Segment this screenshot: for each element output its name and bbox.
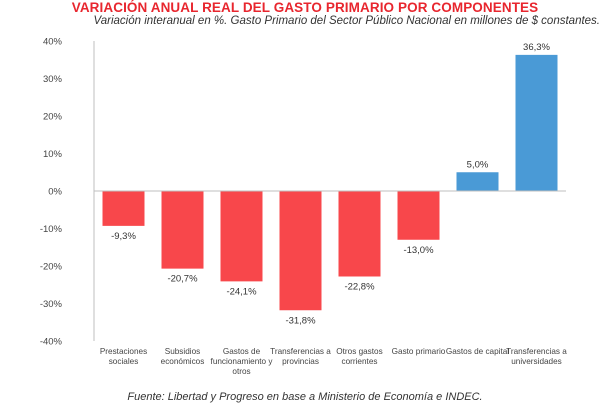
x-tick-label: Gastos de funcionamiento y otros (211, 347, 274, 376)
y-tick-label: -40% (40, 337, 63, 348)
data-label: -31,8% (285, 315, 316, 326)
bar (456, 172, 499, 191)
x-tick-label: Transferencias a provincias (270, 347, 331, 366)
y-tick-label: -20% (40, 262, 63, 273)
x-tick-label: Subsidios económicos (161, 347, 205, 366)
x-tick-label: Otros gastos corrientes (336, 347, 382, 366)
data-label: -9,3% (111, 231, 136, 242)
x-tick-label: Prestaciones sociales (100, 347, 147, 366)
bar (102, 191, 145, 226)
bar (161, 191, 204, 269)
y-tick-label: 0% (48, 187, 62, 198)
y-tick-label: 40% (43, 37, 63, 48)
data-label: -24,1% (226, 286, 257, 297)
bar (279, 191, 322, 311)
x-tick-label: Gasto primario (392, 347, 446, 356)
y-tick-label: -30% (40, 299, 63, 310)
data-label: -13,0% (403, 245, 434, 256)
bar (397, 191, 440, 240)
data-label: -22,8% (344, 282, 375, 293)
source-note: Fuente: Libertad y Progreso en base a Mi… (127, 391, 483, 403)
chart-subtitle: Variación interanual en %. Gasto Primari… (93, 15, 600, 27)
bar (220, 191, 263, 282)
y-tick-label: 30% (43, 74, 63, 85)
y-tick-label: -10% (40, 224, 63, 235)
x-tick-label: Gastos de capital (446, 347, 509, 356)
data-label: -20,7% (167, 274, 198, 285)
data-label: 5,0% (467, 159, 489, 170)
bar (515, 54, 558, 191)
x-tick-label: Transferencias a universidades (506, 347, 567, 366)
data-label: 36,3% (523, 42, 550, 53)
chart-title: VARIACIÓN ANUAL REAL DEL GASTO PRIMARIO … (71, 0, 539, 15)
y-tick-label: 20% (43, 112, 63, 123)
bar (338, 191, 381, 277)
y-tick-label: 10% (43, 149, 63, 160)
